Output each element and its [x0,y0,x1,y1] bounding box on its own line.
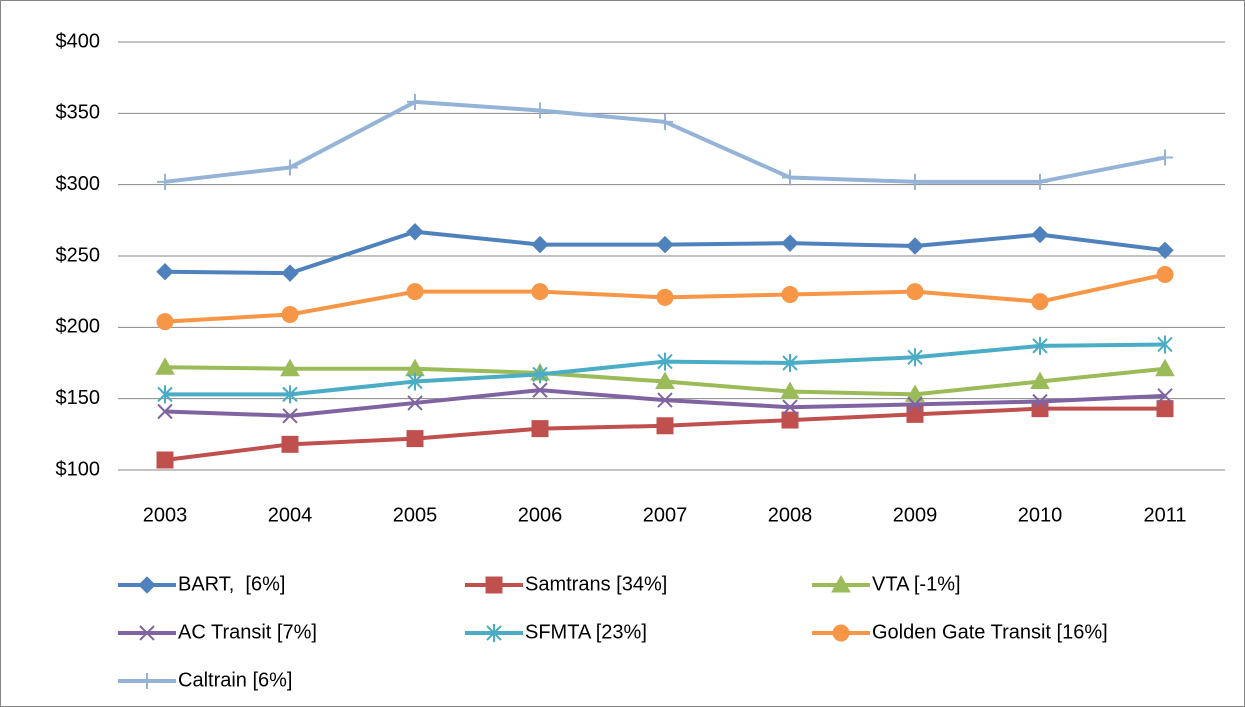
marker [905,384,925,402]
legend-label: Caltrain [6%] [178,669,293,691]
marker [157,385,173,404]
x-tick-label: 2009 [893,504,938,526]
marker [406,283,424,301]
legend-marker [139,625,155,641]
marker [157,173,173,190]
marker [1155,358,1175,377]
legend-marker [139,673,155,689]
marker [282,159,298,176]
marker [155,357,175,375]
legend-marker [485,576,503,594]
marker [407,372,423,391]
marker [656,288,674,306]
marker [1031,225,1049,244]
legend-label: Samtrans [34%] [525,573,667,595]
legend-marker [832,624,850,642]
marker [532,365,548,384]
legend-item: BART, [6%] [118,573,285,595]
marker [281,264,299,282]
marker [1032,393,1048,410]
x-tick-label: 2004 [268,504,313,526]
marker [782,354,798,372]
marker [532,102,548,119]
marker [531,235,549,254]
x-tick-label: 2003 [143,504,188,526]
legend-label: Golden Gate Transit [16%] [872,621,1108,643]
marker [1156,266,1174,284]
marker [907,173,923,190]
x-tick-label: 2007 [643,504,688,526]
x-tick-label: 2010 [1018,504,1063,526]
legend-item: Caltrain [6%] [118,669,293,691]
x-tick-label: 2008 [768,504,813,526]
marker [1032,336,1048,355]
marker [280,358,300,377]
marker [1031,293,1049,311]
marker [1157,335,1173,354]
legend-label: AC Transit [7%] [178,621,317,643]
marker [156,451,174,469]
marker [156,262,174,281]
x-tick-label: 2011 [1143,504,1186,526]
marker [657,352,673,371]
marker [1157,388,1173,404]
marker [906,283,924,301]
marker [906,237,924,255]
marker [907,348,923,367]
marker [157,403,173,420]
legend-label: SFMTA [23%] [525,621,647,643]
marker [406,223,424,241]
marker [282,408,298,424]
legend-item: Samtrans [34%] [465,573,667,595]
marker [532,382,548,398]
marker [531,420,549,438]
marker [781,234,799,252]
marker [156,313,174,331]
y-tick-label: $200 [56,316,101,338]
marker [1156,400,1174,418]
legend-marker [831,574,851,593]
y-tick-label: $300 [56,173,101,195]
legend-label: VTA [-1%] [872,573,961,595]
marker [281,305,299,323]
y-tick-label: $150 [56,387,101,409]
marker [657,392,673,408]
marker [282,385,298,404]
marker [782,399,798,415]
marker [781,286,799,304]
y-tick-label: $250 [56,244,101,266]
marker [407,93,423,110]
marker [655,371,675,390]
legend-item: Golden Gate Transit [16%] [812,621,1108,643]
legend-label: BART, [6%] [178,573,285,595]
marker [1157,149,1173,166]
legend-item: AC Transit [7%] [118,621,317,643]
marker [406,430,424,448]
y-tick-label: $100 [56,458,101,480]
x-tick-label: 2005 [393,504,438,526]
y-tick-label: $400 [56,30,101,52]
marker [656,235,674,254]
marker [656,417,674,435]
marker [780,381,800,400]
legend-marker [486,624,502,642]
marker [1032,173,1048,190]
marker [531,283,549,301]
marker [782,169,798,186]
marker [1156,241,1174,260]
legend-marker [138,576,156,594]
legend-item: SFMTA [23%] [465,621,647,643]
marker [907,396,923,413]
marker [657,113,673,130]
legend-item: VTA [-1%] [812,573,961,595]
marker [407,395,423,411]
x-tick-label: 2006 [518,504,563,526]
marker [781,411,799,429]
marker [1030,371,1050,390]
marker [281,435,299,453]
y-tick-label: $350 [56,102,101,124]
